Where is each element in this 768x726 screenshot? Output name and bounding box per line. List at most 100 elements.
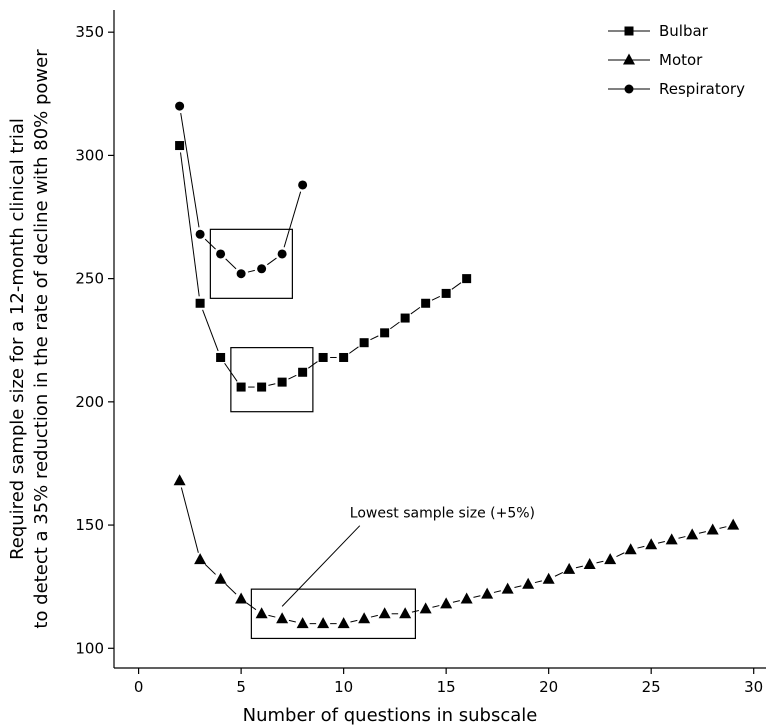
series-line-segment bbox=[288, 619, 296, 623]
series-line-segment bbox=[224, 362, 238, 382]
series-bulbar bbox=[175, 141, 472, 392]
series-line-segment bbox=[493, 590, 501, 593]
legend: Bulbar Motor Respiratory bbox=[608, 22, 745, 98]
respiratory-point bbox=[298, 180, 308, 190]
series-line-segment bbox=[246, 602, 257, 611]
series-line-segment bbox=[719, 526, 727, 529]
series-line-segment bbox=[370, 335, 379, 341]
motor-point bbox=[645, 538, 658, 550]
series-line-segment bbox=[350, 619, 358, 623]
motor-point bbox=[337, 617, 350, 629]
y-axis-title-line-2: to detect a 35% reduction in the rate of… bbox=[31, 49, 52, 629]
motor-point bbox=[317, 617, 330, 629]
motor-point bbox=[255, 607, 268, 619]
legend-item-motor: Motor bbox=[608, 51, 703, 69]
legend-circle-icon bbox=[624, 84, 634, 94]
legend-item-bulbar: Bulbar bbox=[608, 22, 709, 40]
series-line-segment bbox=[268, 614, 276, 618]
series-line-segment bbox=[698, 531, 707, 534]
motor-point bbox=[378, 607, 391, 619]
motor-point bbox=[706, 523, 719, 535]
annotation-leader-line bbox=[281, 525, 361, 607]
bulbar-point bbox=[257, 382, 267, 392]
series-respiratory bbox=[175, 101, 308, 279]
y-ticks: 100 150 200 250 300 350 bbox=[75, 23, 114, 657]
bulbar-point bbox=[236, 382, 246, 392]
y-tick-label: 200 bbox=[75, 393, 104, 411]
motor-point bbox=[501, 582, 514, 594]
motor-point bbox=[460, 592, 473, 604]
y-axis-title-line-1: Required sample size for a 12-month clin… bbox=[7, 118, 28, 560]
motor-point bbox=[173, 474, 186, 486]
series-motor bbox=[173, 474, 740, 629]
highlight-boxes bbox=[209, 228, 416, 640]
series-line-segment bbox=[180, 152, 200, 297]
series-line-segment bbox=[410, 306, 421, 315]
motor-point bbox=[296, 617, 309, 629]
bulbar-point bbox=[318, 352, 328, 362]
series-line-segment bbox=[204, 238, 216, 250]
x-tick-label: 30 bbox=[744, 678, 763, 696]
motor-point bbox=[624, 543, 637, 555]
legend-label: Respiratory bbox=[659, 80, 745, 98]
motor-point bbox=[604, 553, 617, 565]
highlight-box-bulbar bbox=[230, 347, 314, 413]
series-line-segment bbox=[283, 191, 302, 248]
series-line-segment bbox=[452, 600, 460, 603]
x-tick-label: 20 bbox=[539, 678, 558, 696]
annotation-text: Lowest sample size (+5%) bbox=[350, 506, 535, 522]
motor-point bbox=[419, 602, 432, 614]
series-line-segment bbox=[678, 536, 686, 539]
series-line-segment bbox=[202, 309, 219, 352]
series-line-segment bbox=[204, 564, 216, 575]
x-tick-label: 5 bbox=[236, 678, 246, 696]
motor-point bbox=[194, 553, 207, 565]
series-line-segment bbox=[390, 321, 400, 330]
respiratory-point bbox=[216, 249, 226, 259]
respiratory-point bbox=[175, 101, 185, 111]
respiratory-point bbox=[257, 264, 267, 274]
bulbar-point bbox=[339, 352, 349, 362]
x-axis-title: Number of questions in subscale bbox=[243, 705, 538, 726]
y-tick-label: 350 bbox=[75, 23, 104, 41]
motor-point bbox=[214, 572, 227, 584]
bulbar-point bbox=[298, 367, 308, 377]
motor-point bbox=[440, 597, 453, 609]
series-line-segment bbox=[308, 361, 318, 369]
axes: 0 5 10 15 20 25 30 100 150 200 250 300 350 Number o… bbox=[7, 10, 766, 726]
x-tick-label: 15 bbox=[437, 678, 456, 696]
bulbar-point bbox=[175, 141, 185, 151]
motor-point bbox=[276, 612, 289, 624]
bulbar-point bbox=[195, 298, 205, 308]
motor-point bbox=[665, 533, 678, 545]
series-line-segment bbox=[432, 605, 440, 608]
series-line-segment bbox=[370, 614, 378, 618]
series-line-segment bbox=[616, 552, 625, 557]
series-line-segment bbox=[268, 383, 276, 386]
motor-point bbox=[235, 592, 248, 604]
x-tick-label: 25 bbox=[642, 678, 661, 696]
series-line-segment bbox=[431, 295, 441, 301]
legend-item-respiratory: Respiratory bbox=[608, 80, 745, 98]
series-line-segment bbox=[596, 560, 604, 564]
x-ticks: 0 5 10 15 20 25 30 bbox=[134, 668, 763, 696]
motor-point bbox=[583, 557, 596, 569]
x-tick-label: 0 bbox=[134, 678, 144, 696]
bulbar-point bbox=[380, 328, 390, 338]
bulbar-point bbox=[441, 288, 451, 298]
series-line-segment bbox=[225, 258, 237, 270]
bulbar-point bbox=[462, 274, 472, 284]
annotation: Lowest sample size (+5%) bbox=[281, 506, 535, 607]
respiratory-point bbox=[277, 249, 287, 259]
y-tick-label: 250 bbox=[75, 270, 104, 288]
motor-point bbox=[399, 607, 412, 619]
y-tick-label: 100 bbox=[75, 639, 104, 657]
bulbar-point bbox=[216, 352, 226, 362]
series-line-segment bbox=[411, 610, 419, 613]
bulbar-point bbox=[359, 338, 369, 348]
motor-point bbox=[542, 572, 555, 584]
series-line-segment bbox=[180, 112, 200, 228]
series-line-segment bbox=[451, 282, 462, 290]
respiratory-point bbox=[195, 229, 205, 239]
